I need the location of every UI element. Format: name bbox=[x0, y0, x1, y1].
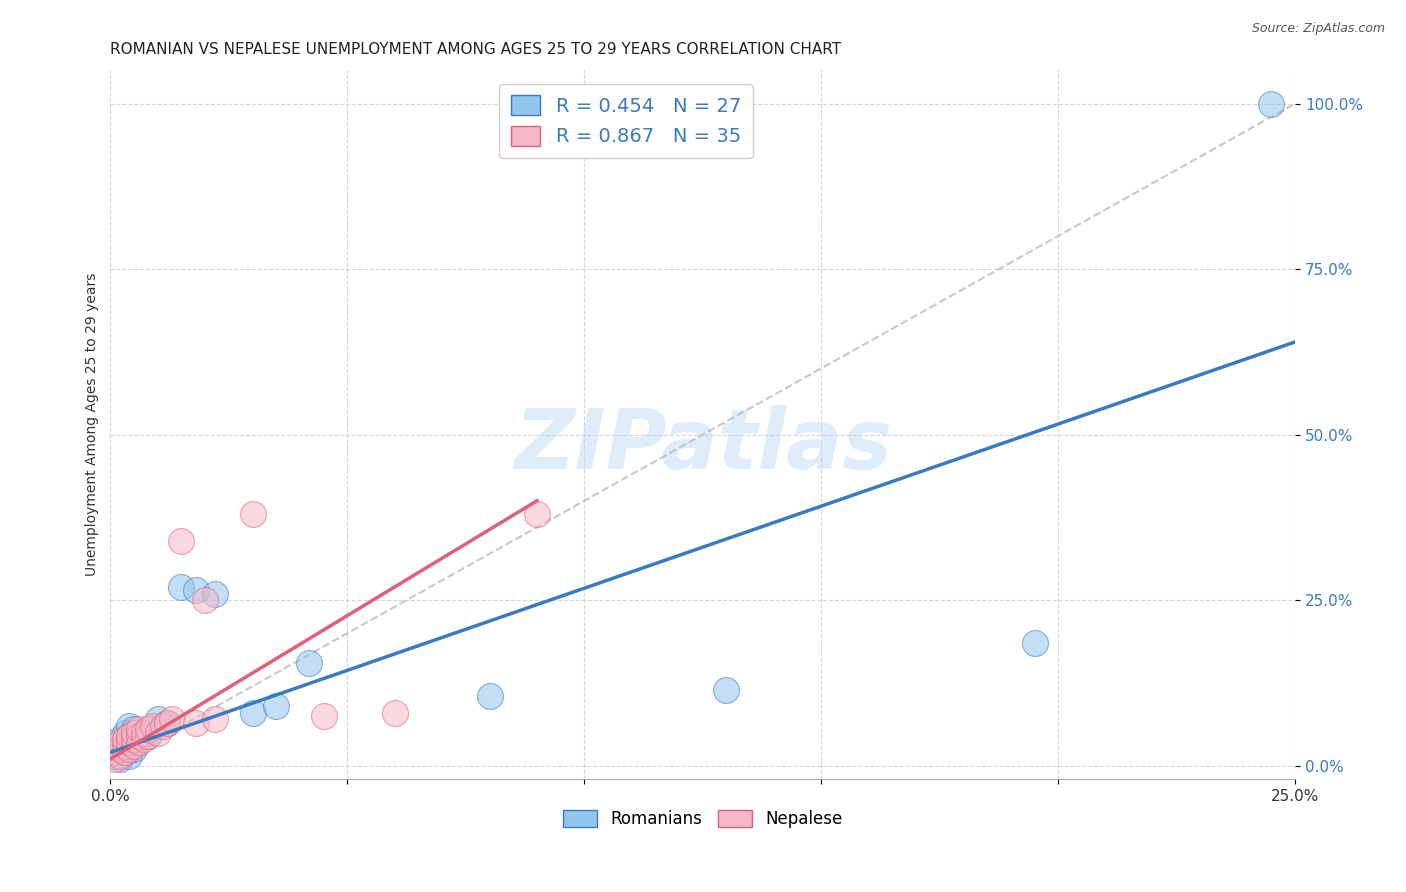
Point bbox=[152, 719, 174, 733]
Point bbox=[146, 725, 169, 739]
Point bbox=[204, 712, 226, 726]
Point bbox=[128, 735, 150, 749]
Point bbox=[122, 742, 145, 756]
Legend: Romanians, Nepalese: Romanians, Nepalese bbox=[557, 803, 849, 834]
Point bbox=[122, 732, 145, 747]
Point bbox=[108, 732, 131, 747]
Point bbox=[716, 682, 738, 697]
Point bbox=[118, 719, 141, 733]
Point bbox=[142, 719, 165, 733]
Point bbox=[156, 715, 179, 730]
Point bbox=[104, 748, 127, 763]
Point bbox=[114, 739, 136, 753]
Point bbox=[132, 725, 155, 739]
Point bbox=[114, 732, 136, 747]
Point bbox=[128, 729, 150, 743]
Point bbox=[242, 706, 264, 720]
Point bbox=[128, 732, 150, 747]
Point bbox=[1024, 636, 1046, 650]
Point bbox=[136, 729, 159, 743]
Text: ZIPatlas: ZIPatlas bbox=[513, 406, 891, 486]
Point bbox=[104, 746, 127, 760]
Text: Source: ZipAtlas.com: Source: ZipAtlas.com bbox=[1251, 22, 1385, 36]
Point bbox=[104, 752, 127, 766]
Point bbox=[156, 715, 179, 730]
Point bbox=[104, 742, 127, 756]
Point bbox=[118, 729, 141, 743]
Point bbox=[264, 699, 287, 714]
Point bbox=[122, 725, 145, 739]
Point bbox=[204, 586, 226, 600]
Point bbox=[118, 742, 141, 756]
Point bbox=[242, 507, 264, 521]
Point bbox=[114, 735, 136, 749]
Point bbox=[170, 533, 193, 548]
Point bbox=[184, 583, 207, 598]
Point bbox=[114, 746, 136, 760]
Point bbox=[118, 735, 141, 749]
Y-axis label: Unemployment Among Ages 25 to 29 years: Unemployment Among Ages 25 to 29 years bbox=[86, 273, 100, 576]
Point bbox=[114, 725, 136, 739]
Point bbox=[128, 723, 150, 737]
Point bbox=[526, 507, 548, 521]
Point bbox=[194, 593, 217, 607]
Point bbox=[478, 689, 501, 703]
Point bbox=[108, 748, 131, 763]
Point bbox=[298, 656, 321, 670]
Point bbox=[108, 752, 131, 766]
Text: ROMANIAN VS NEPALESE UNEMPLOYMENT AMONG AGES 25 TO 29 YEARS CORRELATION CHART: ROMANIAN VS NEPALESE UNEMPLOYMENT AMONG … bbox=[111, 42, 842, 57]
Point bbox=[136, 723, 159, 737]
Point bbox=[122, 723, 145, 737]
Point bbox=[108, 735, 131, 749]
Point bbox=[136, 729, 159, 743]
Point bbox=[146, 712, 169, 726]
Point bbox=[118, 748, 141, 763]
Point bbox=[184, 715, 207, 730]
Point bbox=[114, 746, 136, 760]
Point bbox=[132, 732, 155, 747]
Point bbox=[384, 706, 406, 720]
Point bbox=[170, 580, 193, 594]
Point bbox=[160, 712, 183, 726]
Point bbox=[122, 739, 145, 753]
Point bbox=[132, 725, 155, 739]
Point bbox=[1260, 96, 1282, 111]
Point bbox=[104, 739, 127, 753]
Point bbox=[108, 742, 131, 756]
Point bbox=[108, 739, 131, 753]
Point bbox=[312, 709, 335, 723]
